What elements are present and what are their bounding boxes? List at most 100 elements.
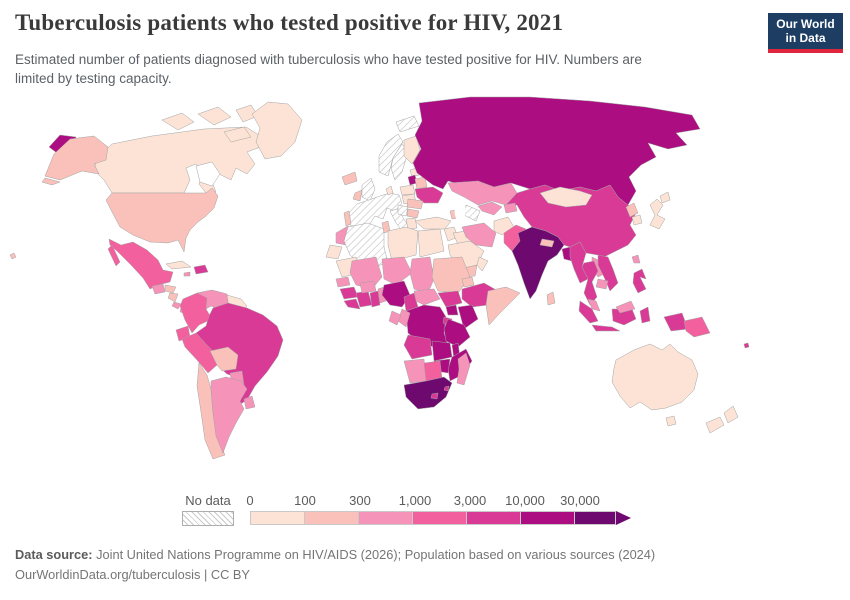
- region-usa[interactable]: [105, 187, 219, 253]
- owid-url-link[interactable]: OurWorldinData.org/tuberculosis: [15, 567, 201, 582]
- region-sri-lanka[interactable]: [546, 291, 556, 306]
- region-iran[interactable]: [461, 222, 497, 248]
- region-madagascar[interactable]: [456, 352, 471, 386]
- region-eritrea[interactable]: [461, 276, 475, 288]
- region-western-sahara[interactable]: [325, 244, 343, 260]
- region-vietnam[interactable]: [597, 254, 619, 292]
- region-south-africa[interactable]: [403, 376, 453, 410]
- region-svalbard[interactable]: [395, 115, 420, 133]
- region-niger[interactable]: [381, 256, 413, 286]
- region-turkmenistan[interactable]: [463, 204, 481, 222]
- region-bolivia[interactable]: [209, 346, 239, 372]
- region-hispaniola[interactable]: [193, 264, 209, 275]
- region-png[interactable]: [683, 316, 711, 338]
- region-taiwan[interactable]: [631, 254, 641, 264]
- region-canada-arctic[interactable]: [197, 106, 232, 126]
- region-uzbekistan[interactable]: [477, 201, 503, 216]
- region-burkina-faso[interactable]: [359, 280, 377, 294]
- region-finland[interactable]: [403, 135, 421, 165]
- region-senegal[interactable]: [335, 276, 351, 288]
- region-denmark[interactable]: [385, 185, 394, 196]
- region-bulgaria[interactable]: [406, 208, 420, 219]
- region-turkey[interactable]: [414, 216, 452, 230]
- region-indonesia-sulawesi[interactable]: [639, 306, 651, 324]
- region-south-korea[interactable]: [631, 214, 643, 226]
- legend-segment-0[interactable]: [250, 511, 305, 525]
- region-indonesia-sumatra[interactable]: [578, 300, 599, 324]
- region-japan[interactable]: [649, 198, 666, 230]
- region-malaysia[interactable]: [587, 298, 601, 312]
- region-uruguay[interactable]: [243, 395, 256, 410]
- no-data-swatch[interactable]: [182, 511, 234, 526]
- owid-logo[interactable]: Our World in Data: [768, 13, 843, 53]
- region-chile[interactable]: [196, 362, 226, 460]
- region-indonesia-java[interactable]: [591, 324, 621, 332]
- region-guinea[interactable]: [339, 286, 359, 300]
- region-philippines[interactable]: [632, 268, 647, 294]
- region-sierra-leone-liberia[interactable]: [343, 298, 361, 310]
- region-romania[interactable]: [406, 198, 424, 210]
- legend-segment-1[interactable]: [304, 511, 359, 525]
- region-cuba[interactable]: [165, 260, 192, 270]
- region-alaska[interactable]: [44, 135, 109, 181]
- region-ireland[interactable]: [352, 189, 363, 202]
- region-kyrgyzstan-tajikistan[interactable]: [503, 202, 518, 214]
- region-egypt[interactable]: [417, 228, 445, 258]
- region-ghana[interactable]: [369, 290, 381, 308]
- region-belarus[interactable]: [414, 176, 428, 190]
- region-japan-hokkaido[interactable]: [659, 191, 671, 204]
- region-car[interactable]: [413, 288, 441, 306]
- region-ukraine[interactable]: [414, 186, 444, 204]
- region-chad[interactable]: [409, 256, 435, 294]
- region-honduras[interactable]: [164, 284, 177, 294]
- region-north-korea[interactable]: [625, 202, 639, 218]
- region-angola[interactable]: [403, 334, 433, 360]
- region-somalia[interactable]: [485, 286, 521, 326]
- legend-segment-4[interactable]: [466, 511, 521, 525]
- region-poland[interactable]: [399, 184, 416, 196]
- region-mexico[interactable]: [108, 238, 174, 290]
- region-gabon[interactable]: [388, 310, 402, 326]
- region-uganda[interactable]: [445, 304, 459, 316]
- region-nepal[interactable]: [539, 238, 555, 248]
- region-greenland[interactable]: [251, 101, 303, 160]
- region-eswatini[interactable]: [443, 385, 450, 392]
- region-argentina[interactable]: [210, 376, 248, 454]
- region-kenya[interactable]: [457, 304, 479, 330]
- legend-segment-6[interactable]: [574, 511, 616, 525]
- region-mexico-baja[interactable]: [107, 244, 121, 267]
- region-costa-rica[interactable]: [171, 301, 182, 310]
- region-greece[interactable]: [405, 217, 418, 230]
- region-mongolia[interactable]: [539, 186, 593, 208]
- region-new-zealand[interactable]: [705, 405, 739, 434]
- region-cambodia[interactable]: [595, 278, 609, 290]
- region-namibia[interactable]: [403, 358, 427, 384]
- region-tasmania[interactable]: [665, 415, 677, 427]
- region-sudan[interactable]: [431, 256, 471, 294]
- region-canada-arctic[interactable]: [223, 126, 252, 143]
- region-balkans[interactable]: [397, 204, 409, 217]
- region-south-sudan[interactable]: [437, 290, 463, 308]
- region-lesotho[interactable]: [430, 392, 439, 400]
- region-portugal[interactable]: [343, 210, 352, 227]
- region-alaska-aleutians[interactable]: [41, 177, 61, 186]
- region-zambia[interactable]: [431, 340, 453, 362]
- region-india[interactable]: [511, 226, 565, 300]
- region-nigeria[interactable]: [381, 280, 411, 308]
- region-oman[interactable]: [476, 256, 489, 272]
- region-australia[interactable]: [611, 343, 699, 411]
- legend-segment-2[interactable]: [358, 511, 413, 525]
- region-hawaii[interactable]: [9, 252, 17, 260]
- region-iceland[interactable]: [341, 171, 358, 186]
- region-nicaragua[interactable]: [167, 292, 179, 303]
- region-malaysia-borneo[interactable]: [615, 300, 636, 314]
- region-thailand[interactable]: [581, 260, 599, 306]
- region-uk[interactable]: [361, 177, 376, 202]
- region-canada-arctic[interactable]: [161, 112, 195, 131]
- world-choropleth-map[interactable]: [0, 92, 850, 482]
- region-fiji[interactable]: [743, 342, 750, 349]
- legend-segment-3[interactable]: [412, 511, 467, 525]
- region-jamaica[interactable]: [183, 271, 191, 277]
- legend-segment-5[interactable]: [520, 511, 575, 525]
- region-libya[interactable]: [387, 226, 419, 262]
